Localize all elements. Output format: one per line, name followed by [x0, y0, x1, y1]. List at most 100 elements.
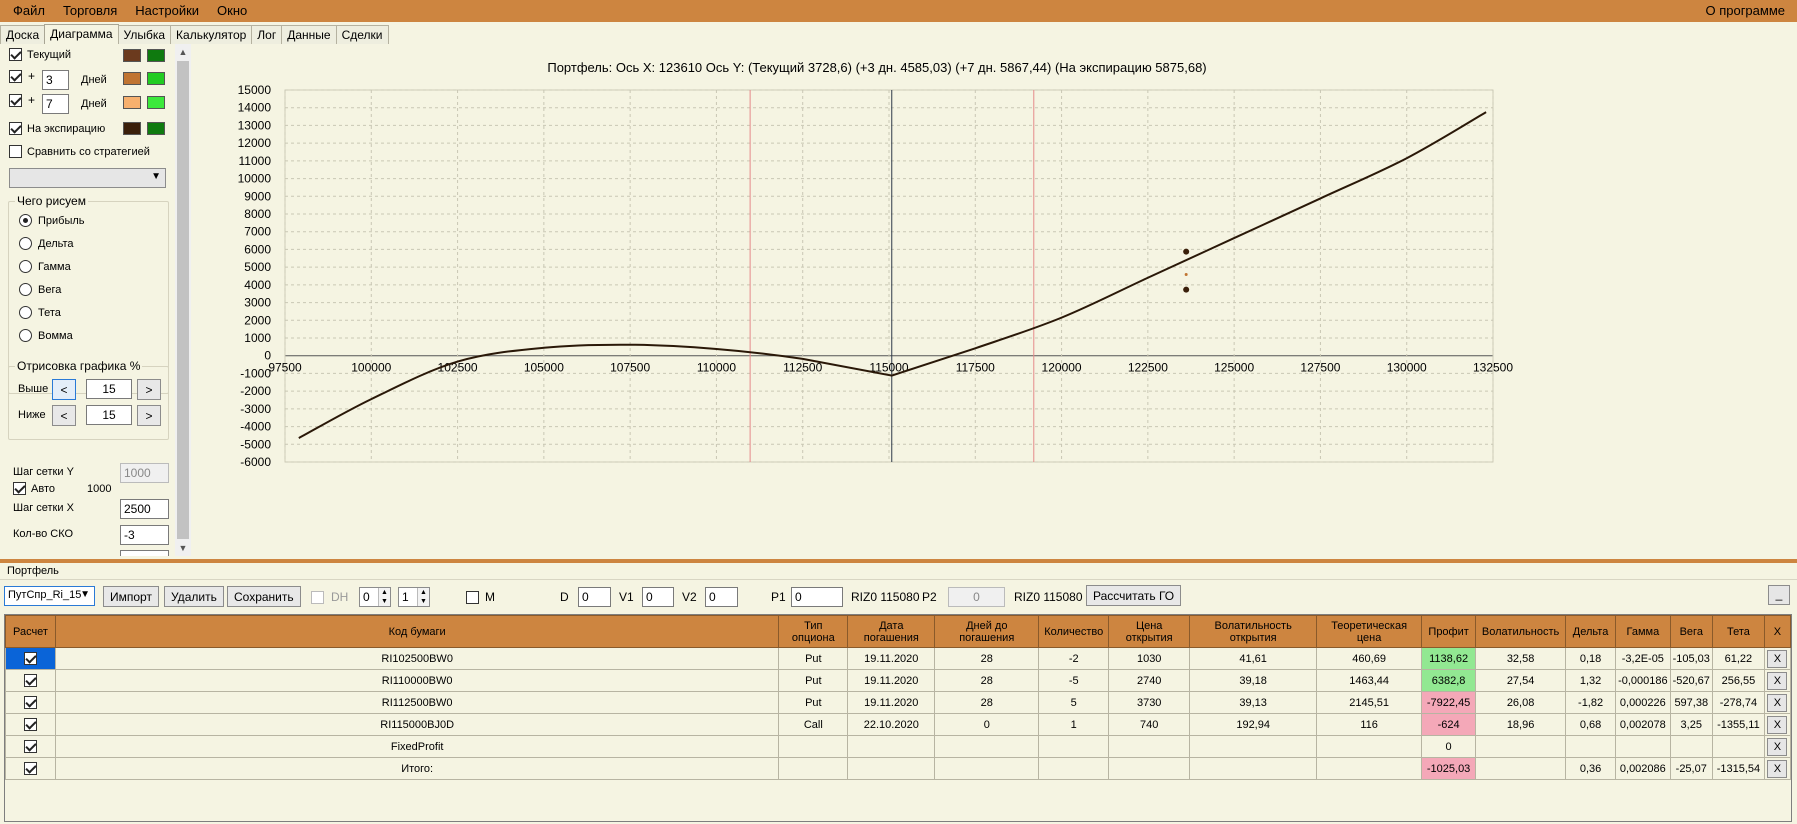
table-cell[interactable]: 1463,44 — [1316, 669, 1423, 692]
calc-cell[interactable] — [5, 647, 56, 670]
table-row[interactable]: FixedProfit 0 X — [5, 735, 1792, 758]
table-row[interactable]: RI110000BW0 Put 19.11.2020 28 -5 2740 39,18 146… — [5, 669, 1792, 692]
table-cell[interactable] — [1316, 757, 1423, 780]
table-cell[interactable]: 22.10.2020 — [847, 713, 936, 736]
table-cell[interactable]: 61,22 — [1711, 647, 1765, 670]
current-color-swatch[interactable] — [123, 49, 141, 62]
p2-input[interactable]: 0 — [948, 587, 1005, 607]
below-decrease-button[interactable]: < — [52, 405, 76, 426]
table-cell[interactable]: 2145,51 — [1316, 691, 1423, 714]
table-cell[interactable]: 28 — [934, 647, 1040, 670]
table-cell[interactable]: 39,18 — [1189, 669, 1318, 692]
table-cell[interactable] — [1711, 735, 1765, 758]
calc-margin-button[interactable]: Рассчитать ГО — [1086, 585, 1182, 606]
tab-smile[interactable]: Улыбка — [117, 25, 172, 44]
col-header[interactable]: Тета — [1711, 615, 1765, 648]
calc-checkbox[interactable] — [23, 718, 37, 731]
remove-row-button[interactable]: X — [1767, 671, 1788, 690]
table-cell[interactable]: 1,32 — [1565, 669, 1617, 692]
panel-splitter[interactable] — [0, 559, 1797, 563]
table-cell[interactable]: Put — [778, 647, 849, 670]
sko-input[interactable]: -3 — [120, 525, 169, 545]
col-header[interactable]: Расчет — [5, 615, 56, 648]
col-header[interactable]: Тип опциона — [778, 615, 849, 648]
payoff-chart[interactable]: Портфель: Ось X: 123610 Ось Y: (Текущий … — [195, 50, 1795, 550]
v1-input[interactable]: 0 — [642, 587, 674, 607]
portfolio-select[interactable]: ПутСпр_Ri_15 ▼ — [4, 586, 95, 606]
expiry-checkbox[interactable] — [9, 122, 22, 135]
remove-row-button[interactable]: X — [1767, 649, 1788, 668]
table-cell[interactable]: FixedProfit — [54, 735, 780, 758]
calc-checkbox[interactable] — [23, 696, 37, 709]
table-cell[interactable]: -1355,11 — [1711, 713, 1765, 736]
tab-data[interactable]: Данные — [281, 25, 337, 44]
current-checkbox[interactable] — [9, 48, 22, 61]
current-color-swatch-2[interactable] — [147, 49, 165, 62]
menu-settings[interactable]: Настройки — [135, 3, 200, 18]
remove-cell[interactable]: X — [1763, 691, 1792, 714]
days2-input[interactable]: 7 — [42, 94, 70, 114]
m-checkbox[interactable] — [466, 591, 479, 604]
remove-cell[interactable]: X — [1763, 669, 1792, 692]
extra-input[interactable] — [120, 550, 169, 556]
table-row[interactable]: RI102500BW0 Put 19.11.2020 28 -2 1030 41,61 460… — [5, 647, 1792, 670]
remove-cell[interactable]: X — [1763, 757, 1792, 780]
table-cell[interactable]: 26,08 — [1475, 691, 1567, 714]
plus1-color-swatch-2[interactable] — [147, 72, 165, 85]
table-cell[interactable]: -3,2E-05 — [1615, 647, 1671, 670]
compare-checkbox[interactable] — [9, 145, 22, 158]
calc-checkbox[interactable] — [23, 762, 37, 775]
table-cell[interactable] — [1565, 735, 1617, 758]
spin1[interactable]: 0 ▲ ▼ — [359, 587, 391, 607]
table-cell[interactable] — [1615, 735, 1671, 758]
remove-row-button[interactable]: X — [1767, 715, 1788, 734]
table-cell[interactable] — [1475, 735, 1567, 758]
table-cell[interactable]: 3,25 — [1669, 713, 1713, 736]
table-cell[interactable] — [1475, 757, 1567, 780]
expiry-color-swatch-2[interactable] — [147, 122, 165, 135]
table-cell[interactable]: 28 — [934, 691, 1040, 714]
calc-checkbox[interactable] — [23, 652, 37, 665]
table-cell[interactable]: RI110000BW0 — [54, 669, 780, 692]
calc-cell[interactable] — [5, 669, 56, 692]
calc-cell[interactable] — [5, 691, 56, 714]
col-header[interactable]: Цена открытия — [1108, 615, 1191, 648]
table-cell[interactable]: 1 — [1038, 713, 1110, 736]
plus2-color-swatch[interactable] — [123, 96, 141, 109]
table-cell[interactable]: 0,000226 — [1615, 691, 1671, 714]
table-cell[interactable]: 19.11.2020 — [847, 647, 936, 670]
remove-cell[interactable]: X — [1763, 713, 1792, 736]
table-cell[interactable] — [1316, 735, 1423, 758]
table-cell[interactable]: 0 — [934, 713, 1040, 736]
calc-cell[interactable] — [5, 735, 56, 758]
table-cell[interactable] — [1038, 735, 1110, 758]
table-cell[interactable]: RI112500BW0 — [54, 691, 780, 714]
table-cell[interactable] — [847, 735, 936, 758]
strategy-combo[interactable]: ▼ — [9, 168, 166, 188]
plus1-color-swatch[interactable] — [123, 72, 141, 85]
table-cell[interactable]: RI115000BJ0D — [54, 713, 780, 736]
table-cell[interactable] — [1108, 757, 1191, 780]
table-cell[interactable]: -1025,03 — [1421, 757, 1477, 780]
spin2[interactable]: 1 ▲ ▼ — [398, 587, 430, 607]
table-cell[interactable]: 6382,8 — [1421, 669, 1477, 692]
table-cell[interactable] — [1189, 735, 1318, 758]
grid-step-y-input[interactable]: 1000 — [120, 463, 169, 483]
table-cell[interactable]: 597,38 — [1669, 691, 1713, 714]
table-cell[interactable]: 0,36 — [1565, 757, 1617, 780]
table-cell[interactable]: -5 — [1038, 669, 1110, 692]
table-cell[interactable]: Put — [778, 669, 849, 692]
table-cell[interactable]: 0,002086 — [1615, 757, 1671, 780]
above-increase-button[interactable]: > — [137, 379, 161, 400]
table-cell[interactable]: 0,18 — [1565, 647, 1617, 670]
radio-profit[interactable] — [19, 214, 32, 227]
plus1-checkbox[interactable] — [9, 69, 22, 83]
delete-button[interactable]: Удалить — [164, 586, 224, 607]
table-row[interactable]: Итого: -1025,03 0,36 0,002086 -25,07 -1315,54… — [5, 757, 1792, 780]
tab-calculator[interactable]: Калькулятор — [170, 25, 253, 44]
left-panel-scrollbar[interactable]: ▲ ▼ — [175, 44, 191, 556]
table-cell[interactable]: -7922,45 — [1421, 691, 1477, 714]
col-header[interactable]: Волатильность — [1475, 615, 1567, 648]
table-cell[interactable]: 27,54 — [1475, 669, 1567, 692]
table-cell[interactable]: 740 — [1108, 713, 1191, 736]
